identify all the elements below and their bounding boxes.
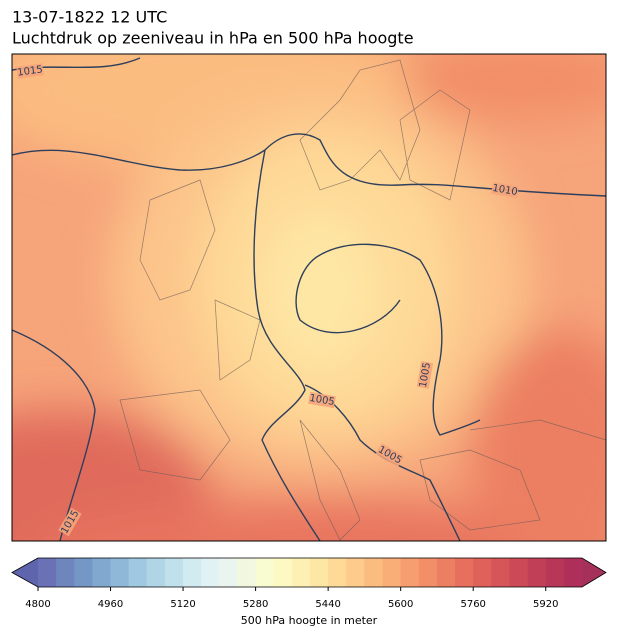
colorbar-label: 500 hPa hoogte in meter [241, 614, 378, 627]
colorbar-swatch [473, 558, 492, 587]
colorbar-swatch [56, 558, 75, 587]
colorbar-swatch [382, 558, 402, 587]
colorbar-swatch [491, 558, 510, 587]
colorbar-swatch [237, 558, 257, 587]
isobar-label-bg [491, 181, 519, 199]
colorbar-swatch [346, 558, 365, 587]
colorbar-swatch [418, 558, 438, 587]
colorbar-swatch [364, 558, 384, 587]
colorbar-swatch [128, 558, 148, 587]
colorbar-tick-label: 5920 [533, 599, 558, 610]
colorbar-extend-low [12, 558, 38, 587]
isobar-label-bg [16, 63, 44, 79]
colorbar-swatch [527, 558, 547, 587]
colorbar-tick-label: 5120 [170, 599, 195, 610]
colorbar-outline [11, 557, 607, 588]
isobar-label: 1010 [491, 183, 518, 198]
colorbar-swatch [400, 558, 420, 587]
colorbar-tick-label: 5280 [243, 599, 268, 610]
isobar-label: 1015 [17, 64, 44, 78]
colorbar-tick-label: 4960 [98, 599, 123, 610]
colorbar-swatch [219, 558, 238, 587]
isobar-label-bg [308, 391, 336, 409]
map-frame [11, 53, 607, 542]
colorbar-swatch [110, 558, 130, 587]
colorbar-swatch [38, 558, 57, 587]
colorbar-swatch [545, 558, 565, 587]
colorbar-tick-label: 5600 [388, 599, 413, 610]
isobar-label: 1005 [308, 393, 335, 408]
colorbar-swatch [509, 558, 529, 587]
colorbar-swatch [455, 558, 474, 587]
isobar-label: 1005 [418, 362, 433, 389]
colorbar-swatch [328, 558, 347, 587]
colorbar-swatch [563, 558, 583, 587]
colorbar-tick-label: 5760 [460, 599, 485, 610]
colorbar-swatch [164, 558, 184, 587]
isobar-label-bg [416, 361, 434, 389]
colorbar-extend-high [582, 558, 606, 587]
colorbar-swatch [436, 558, 456, 587]
colorbar: 4800 4960 5120 5280 5440 5600 5760 5920 500 hPa … [11, 557, 607, 627]
colorbar-swatch [310, 558, 329, 587]
colorbar-swatch [92, 558, 112, 587]
map [12, 54, 606, 541]
subtitle: Luchtdruk op zeeniveau in hPa en 500 hPa… [12, 29, 414, 48]
isobar-label-bg [375, 443, 405, 467]
colorbar-tick-label: 5440 [315, 599, 340, 610]
colorbar-swatch [273, 558, 293, 587]
colorbar-swatch [146, 558, 166, 587]
colorbar-swatch [183, 558, 202, 587]
colorbar-swatch [255, 558, 275, 587]
colorbar-swatch [201, 558, 220, 587]
colorbar-swatch [74, 558, 93, 587]
colorbar-tick-label: 4800 [25, 599, 50, 610]
colorbar-swatch [291, 558, 311, 587]
title: 13-07-1822 12 UTC [12, 8, 167, 27]
isobar-label-bg [58, 507, 82, 537]
